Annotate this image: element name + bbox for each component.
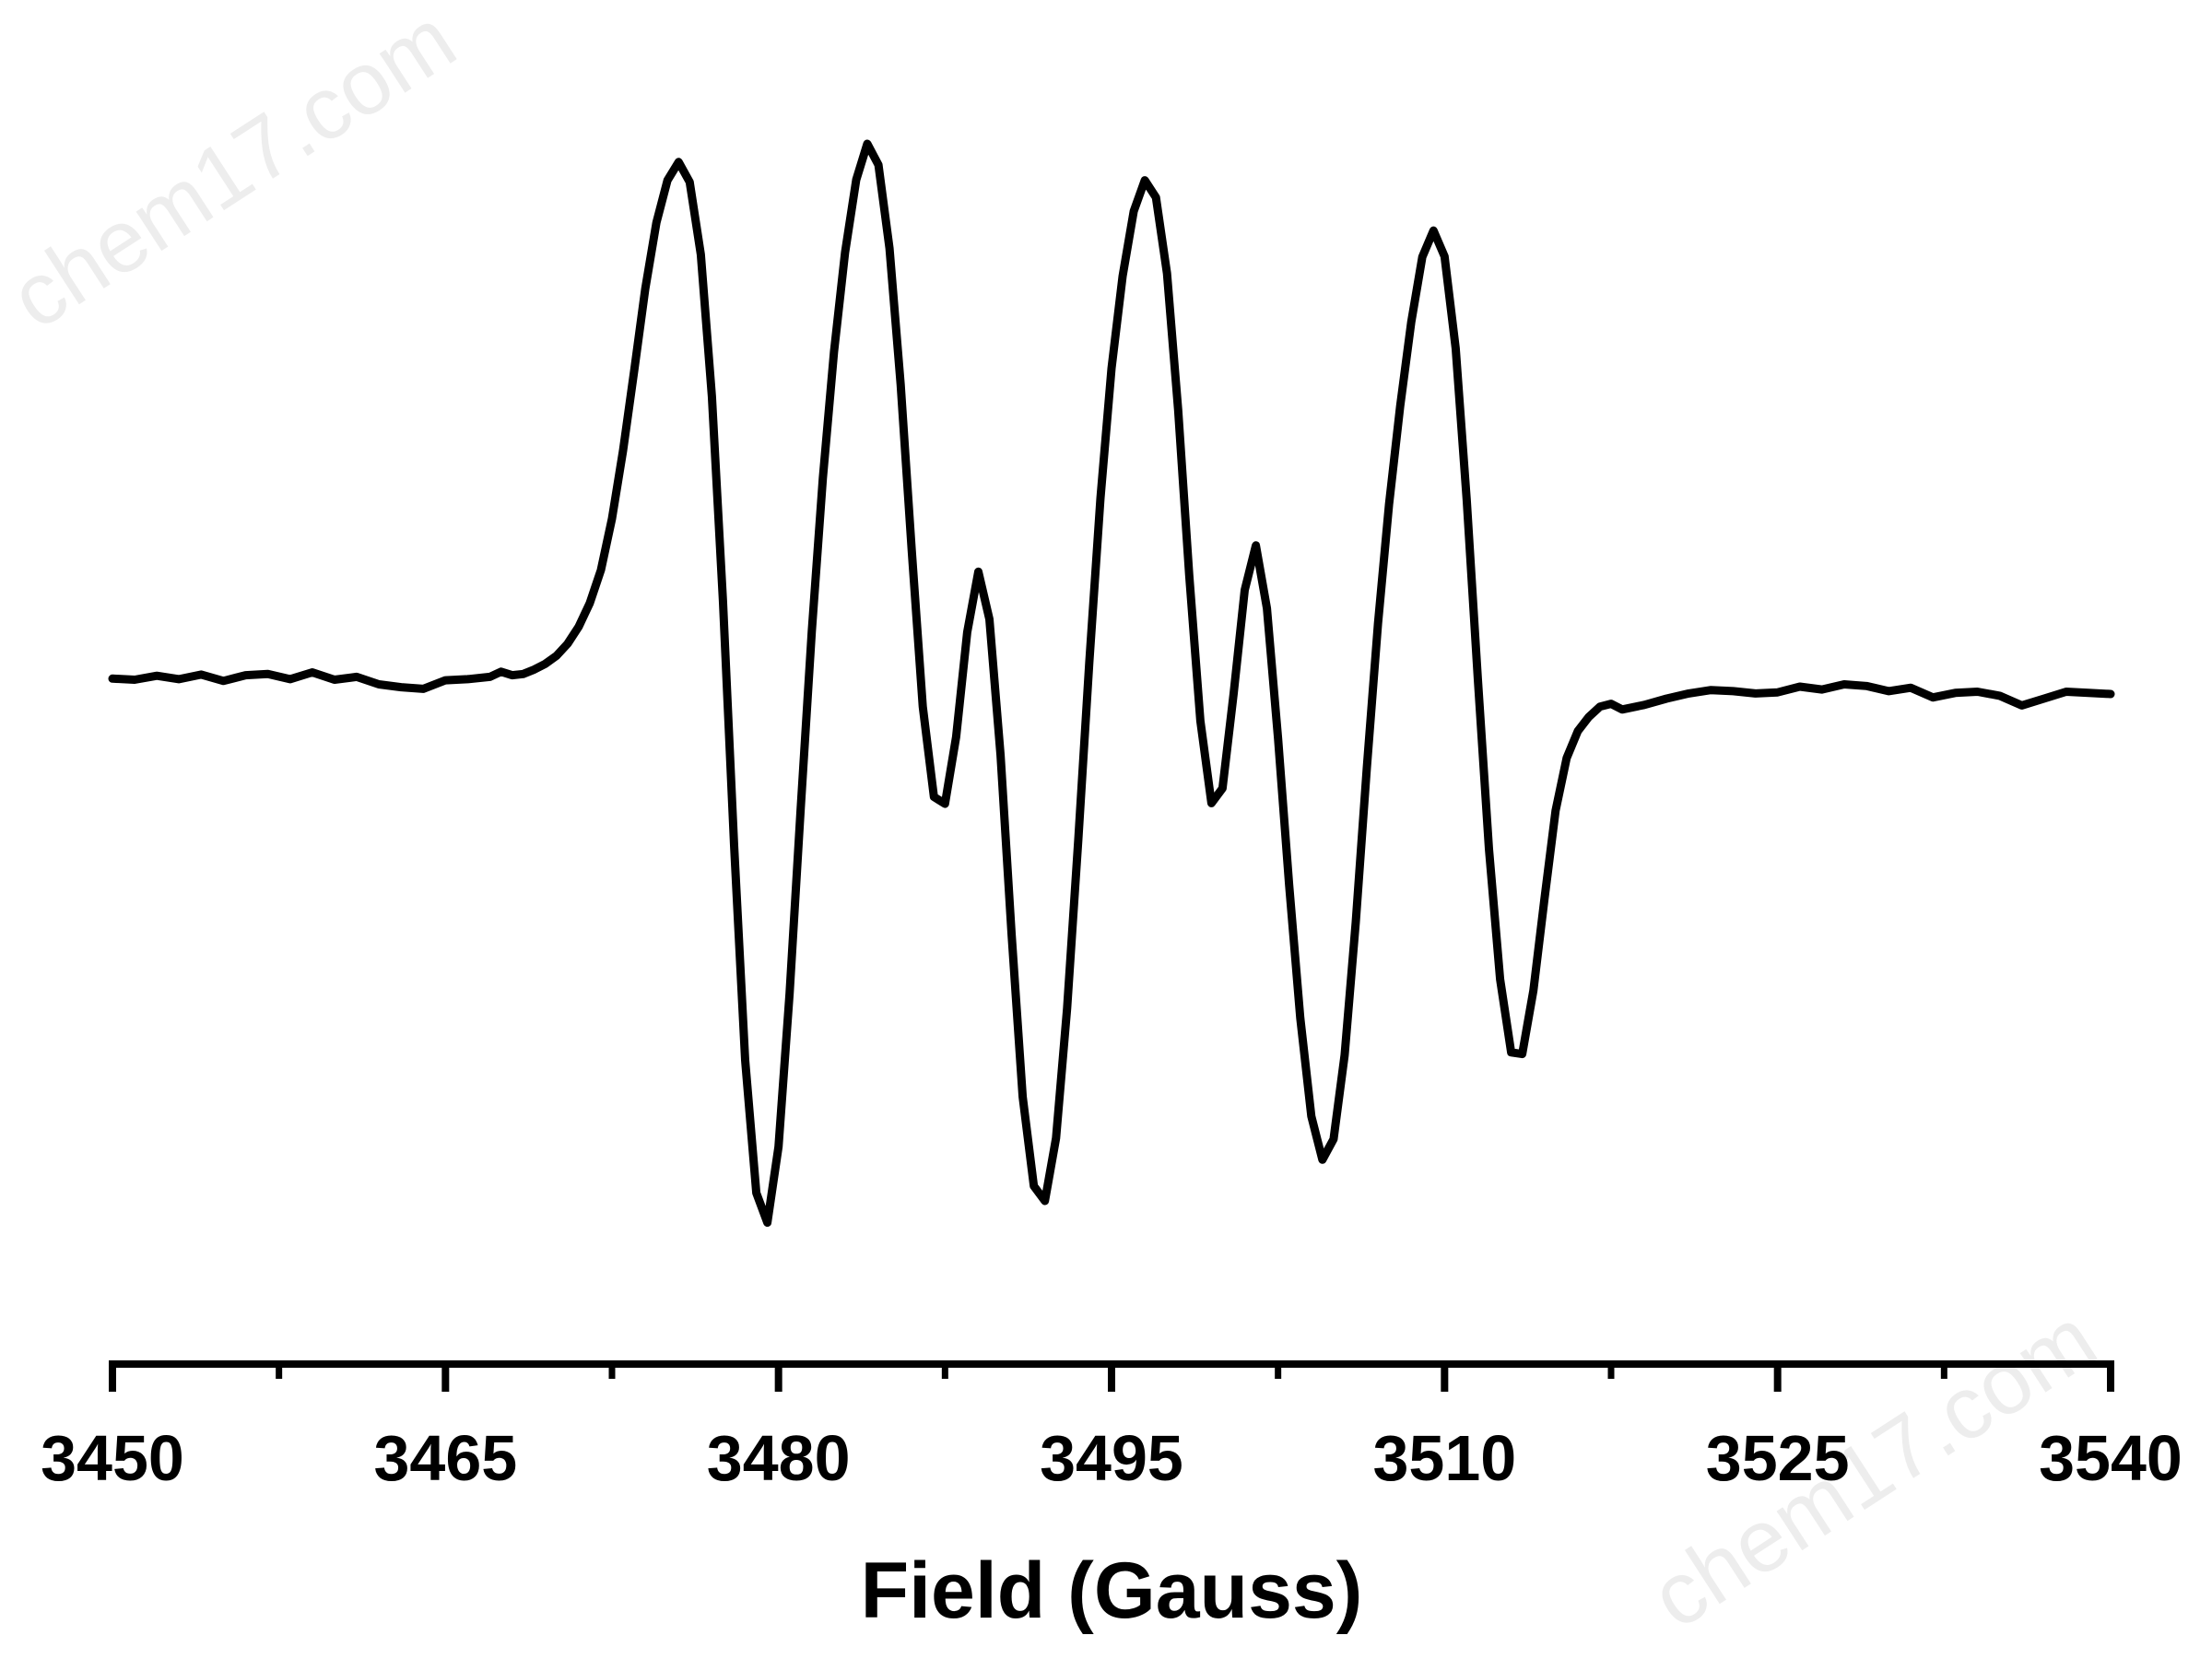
x-tick-label: 3525 [1706, 1422, 1850, 1494]
x-tick-label: 3540 [2039, 1422, 2183, 1494]
x-tick-label: 3495 [1040, 1422, 1183, 1494]
series-group [108, 139, 2115, 1227]
series-line [108, 139, 2115, 1227]
x-tick-label: 3465 [373, 1422, 517, 1494]
x-tick-labels: 3450 3465 3480 3495 3510 3525 3540 [41, 1422, 2183, 1494]
x-axis: 3450 3465 3480 3495 3510 3525 3540 Field (Gaus… [41, 1360, 2183, 1635]
x-tick-label: 3480 [707, 1422, 851, 1494]
x-tick-label: 3510 [1372, 1422, 1516, 1494]
x-axis-label: Field (Gauss) [861, 1547, 1363, 1635]
x-tick-label: 3450 [41, 1422, 184, 1494]
x-ticks [109, 1364, 2114, 1392]
